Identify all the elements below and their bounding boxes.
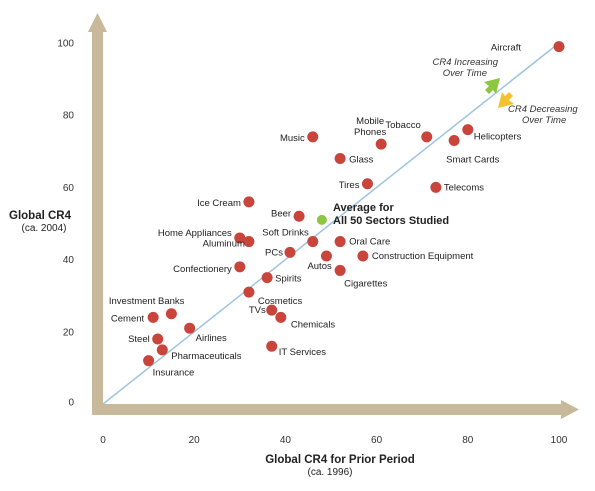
y-tick-label: 80 <box>63 111 75 122</box>
y-tick-label: 60 <box>63 183 75 194</box>
label-spirits: Spirits <box>275 274 302 285</box>
point-pharmaceuticals <box>156 344 168 356</box>
point-mobile-phones <box>375 138 387 150</box>
y-tick-label: 0 <box>68 398 74 409</box>
y-tick-label: 40 <box>63 255 75 266</box>
increase-annotation-line1: CR4 Increasing <box>433 57 499 68</box>
average-point <box>316 214 327 225</box>
x-axis-title: Global CR4 for Prior Period <box>265 454 415 466</box>
point-insurance <box>143 355 155 367</box>
label-ice-cream: Ice Cream <box>197 198 241 209</box>
label-home-appliances: Home Appliances <box>158 228 232 239</box>
decrease-annotation-line1: CR4 Decreasing <box>508 104 578 115</box>
y-axis-bar <box>92 30 103 404</box>
label-pharmaceuticals: Pharmaceuticals <box>171 351 241 362</box>
label-smart-cards: Smart Cards <box>446 154 500 165</box>
label-airlines: Airlines <box>196 333 227 344</box>
point-tobacco <box>421 131 433 143</box>
point-chemicals <box>275 311 287 323</box>
x-tick-label: 80 <box>462 435 474 446</box>
label-insurance: Insurance <box>153 368 195 379</box>
trend-arrows <box>484 78 514 108</box>
label-aluminum: Aluminum <box>203 239 245 250</box>
label-beer: Beer <box>271 208 291 219</box>
label-investment-banks: Investment Banks <box>109 296 185 307</box>
point-tires <box>361 178 373 190</box>
point-soft-drinks <box>307 236 319 248</box>
point-ice-cream <box>243 196 255 208</box>
y-tick-label: 20 <box>63 327 75 338</box>
label-tires: Tires <box>339 180 360 191</box>
point-aircraft <box>553 41 565 53</box>
label-tvs: TVs <box>249 305 266 316</box>
increase-annotation-line2: Over Time <box>443 68 487 79</box>
y-axis-subtitle: (ca. 2004) <box>21 223 66 234</box>
label-autos: Autos <box>307 261 332 272</box>
point-smart-cards <box>448 134 460 146</box>
x-axis-subtitle: (ca. 1996) <box>307 467 352 478</box>
point-confectionery <box>234 261 246 273</box>
x-tick-label: 0 <box>100 435 106 446</box>
data-points: Aircraft Tobacco Helicopters Smart Cards Tel… <box>109 41 565 379</box>
point-cigarettes <box>334 264 346 276</box>
y-axis-arrowhead <box>88 13 107 32</box>
point-spirits <box>261 272 273 284</box>
label-tobacco: Tobacco <box>385 120 420 131</box>
point-construction-equipment <box>357 250 369 262</box>
point-it-services <box>266 340 278 352</box>
label-construction-equipment: Construction Equipment <box>372 251 474 262</box>
x-tick-label: 20 <box>189 435 201 446</box>
label-telecoms: Telecoms <box>444 182 484 193</box>
point-pcs <box>284 246 296 258</box>
point-beer <box>293 210 305 222</box>
x-tick-labels: 0 20 40 60 80 100 <box>100 435 568 446</box>
x-axis-arrowhead <box>561 400 579 419</box>
decrease-annotation-line2: Over Time <box>522 115 566 126</box>
point-telecoms <box>430 181 442 193</box>
label-aircraft: Aircraft <box>491 43 521 54</box>
x-tick-label: 40 <box>280 435 292 446</box>
point-steel <box>152 333 164 345</box>
point-aluminum <box>243 236 255 248</box>
y-axis-title: Global CR4 <box>9 210 72 222</box>
x-tick-label: 100 <box>551 435 568 446</box>
label-pcs: PCs <box>265 247 283 258</box>
label-it-services: IT Services <box>279 347 327 358</box>
label-steel: Steel <box>128 334 150 345</box>
decrease-arrow-icon <box>498 92 514 108</box>
y-tick-label: 100 <box>57 39 74 50</box>
label-cosmetics: Cosmetics <box>258 296 303 307</box>
label-oral-care: Oral Care <box>349 237 390 248</box>
label-mobile-phones: Mobile Phones <box>354 116 386 138</box>
label-music: Music <box>280 133 305 144</box>
point-tvs <box>266 304 278 316</box>
label-cigarettes: Cigarettes <box>344 278 388 289</box>
x-axis-bar <box>92 404 564 415</box>
point-music <box>307 131 319 143</box>
increase-arrow-icon <box>484 78 500 94</box>
average-label-line2: All 50 Sectors Studied <box>333 215 449 227</box>
point-cosmetics <box>243 286 255 298</box>
average-label-line1: Average for <box>333 202 394 214</box>
y-tick-labels: 0 20 40 60 80 100 <box>57 39 74 409</box>
label-glass: Glass <box>349 155 374 166</box>
x-tick-label: 60 <box>371 435 383 446</box>
point-helicopters <box>462 124 474 136</box>
point-cement <box>147 311 159 323</box>
point-autos <box>320 250 332 262</box>
point-glass <box>334 153 346 165</box>
point-airlines <box>184 322 196 334</box>
label-soft-drinks: Soft Drinks <box>262 228 309 239</box>
diagonal-line <box>102 42 560 405</box>
point-home-appliances <box>234 232 246 244</box>
label-helicopters: Helicopters <box>474 132 522 143</box>
point-oral-care <box>334 236 346 248</box>
label-chemicals: Chemicals <box>291 319 336 330</box>
point-investment-banks <box>165 308 177 320</box>
label-cement: Cement <box>111 313 145 324</box>
label-confectionery: Confectionery <box>173 264 232 275</box>
axes <box>88 13 579 419</box>
